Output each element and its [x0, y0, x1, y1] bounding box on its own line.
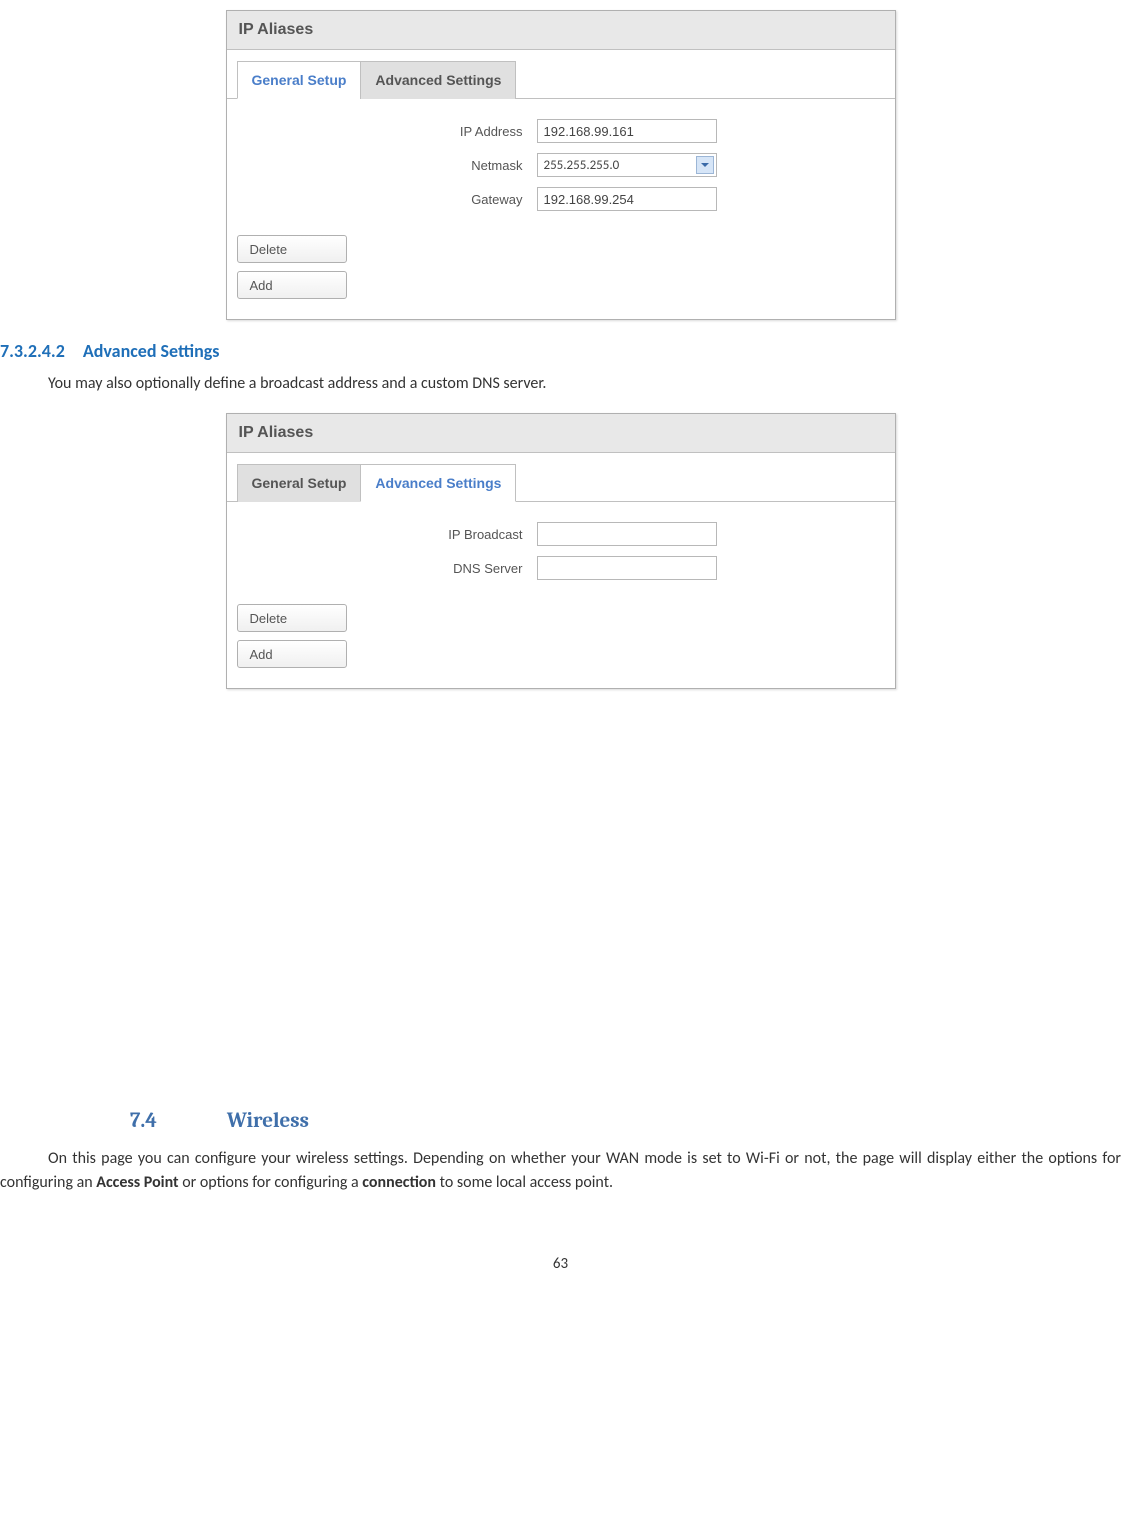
select-netmask-value: 255.255.255.0 [544, 158, 694, 173]
ip-aliases-panel-advanced: IP Aliases General Setup Advanced Settin… [226, 413, 896, 689]
spacer [0, 709, 1121, 1109]
row-gateway: Gateway [237, 187, 885, 211]
para2-mid: or options for configuring a [179, 1173, 363, 1192]
panel-title: IP Aliases [227, 11, 895, 50]
para2-post: to some local access point. [436, 1173, 613, 1192]
para2-bold2: connection [362, 1173, 436, 1192]
heading-number: 7.4 [130, 1109, 157, 1133]
heading-title: Wireless [227, 1109, 309, 1133]
select-netmask[interactable]: 255.255.255.0 [537, 153, 717, 177]
row-netmask: Netmask 255.255.255.0 [237, 153, 885, 177]
form-body: IP Broadcast DNS Server [227, 502, 895, 600]
panel-buttons: Delete Add [227, 600, 895, 688]
input-ip-address[interactable] [537, 119, 717, 143]
row-ip-address: IP Address [237, 119, 885, 143]
label-gateway: Gateway [237, 192, 537, 207]
tab-general-setup[interactable]: General Setup [237, 464, 362, 502]
panel-buttons: Delete Add [227, 231, 895, 319]
input-gateway[interactable] [537, 187, 717, 211]
delete-button[interactable]: Delete [237, 235, 347, 263]
chevron-down-icon [696, 156, 714, 174]
tabs: General Setup Advanced Settings [227, 50, 895, 99]
tabs: General Setup Advanced Settings [227, 453, 895, 502]
row-dns-server: DNS Server [237, 556, 885, 580]
tab-advanced-settings[interactable]: Advanced Settings [360, 464, 516, 502]
label-netmask: Netmask [237, 158, 537, 173]
page-number: 63 [0, 1255, 1121, 1273]
paragraph-wireless: On this page you can configure your wire… [0, 1147, 1121, 1195]
delete-button[interactable]: Delete [237, 604, 347, 632]
para2-bold1: Access Point [96, 1173, 178, 1192]
label-ip-broadcast: IP Broadcast [237, 527, 537, 542]
form-body: IP Address Netmask 255.255.255.0 Gateway [227, 99, 895, 231]
heading-wireless: 7.4 Wireless [130, 1109, 1121, 1133]
panel-title: IP Aliases [227, 414, 895, 453]
add-button[interactable]: Add [237, 271, 347, 299]
label-dns-server: DNS Server [237, 561, 537, 576]
label-ip-address: IP Address [237, 124, 537, 139]
input-dns-server[interactable] [537, 556, 717, 580]
add-button[interactable]: Add [237, 640, 347, 668]
paragraph-advanced-settings: You may also optionally define a broadca… [48, 372, 1121, 395]
tab-advanced-settings[interactable]: Advanced Settings [360, 61, 516, 99]
section-number: 7.3.2.4.2 [0, 340, 65, 362]
ip-aliases-panel-general: IP Aliases General Setup Advanced Settin… [226, 10, 896, 320]
section-title: Advanced Settings [83, 340, 220, 362]
row-ip-broadcast: IP Broadcast [237, 522, 885, 546]
tab-general-setup[interactable]: General Setup [237, 61, 362, 99]
section-heading-advanced-settings: 7.3.2.4.2 Advanced Settings [0, 340, 1121, 362]
input-ip-broadcast[interactable] [537, 522, 717, 546]
